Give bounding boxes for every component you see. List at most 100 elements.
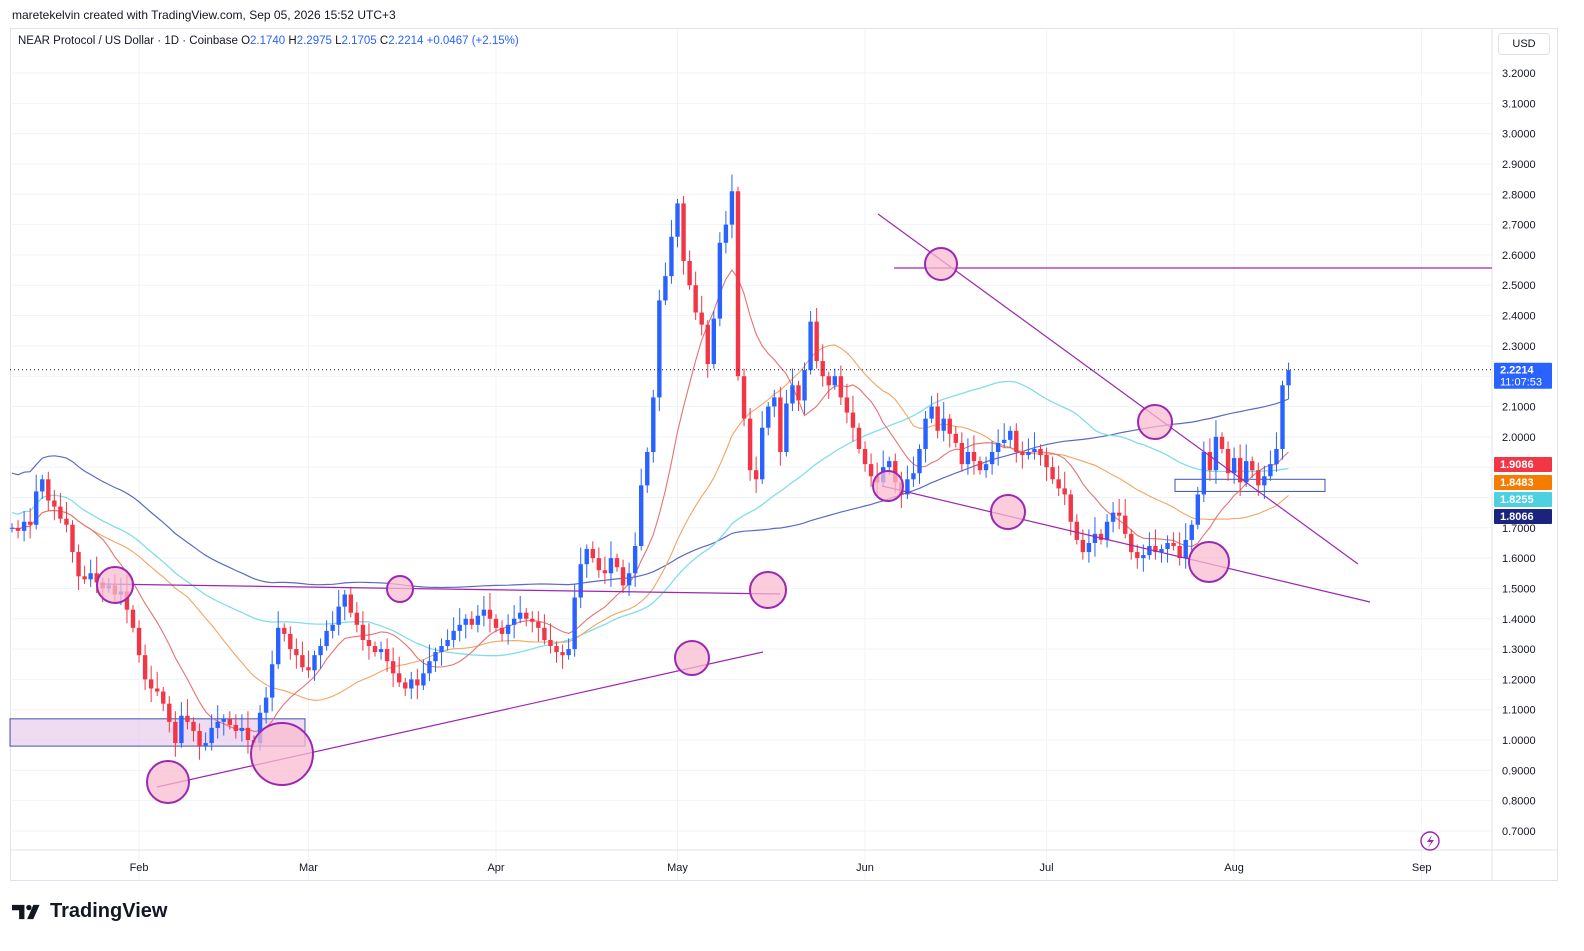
candle-body: [784, 403, 789, 452]
y-tick-label: 1.7000: [1502, 523, 1536, 535]
y-tick-label: 1.3000: [1502, 644, 1536, 656]
candle-body: [487, 609, 493, 619]
candle-body: [257, 712, 263, 744]
candle-body: [209, 727, 214, 744]
descending-trendline: [877, 213, 1359, 565]
candle-body: [941, 418, 946, 431]
pivot-marker-circle: [386, 575, 414, 603]
currency-selector[interactable]: USD: [1498, 33, 1550, 55]
candle-body: [415, 679, 420, 686]
pivot-marker-circle: [924, 247, 958, 281]
candle-body: [1098, 533, 1104, 540]
candle-body: [124, 591, 130, 610]
candle-body: [947, 418, 952, 434]
candle-body: [935, 406, 940, 431]
candle-body: [887, 461, 892, 468]
candle-body: [94, 573, 99, 583]
candle-body: [173, 721, 178, 744]
candle-body: [983, 464, 989, 471]
candle-body: [977, 461, 983, 471]
price-badge-value: 1.8483: [1500, 477, 1534, 489]
y-tick-label: 1.4000: [1502, 614, 1536, 626]
candle-body: [403, 682, 408, 689]
candle-body: [554, 646, 559, 653]
candle-body: [796, 385, 801, 401]
candle-body: [463, 618, 468, 625]
y-tick-label: 1.2000: [1502, 674, 1536, 686]
x-tick-label: Jun: [856, 862, 874, 874]
candle-body: [1195, 494, 1200, 525]
candle-body: [203, 743, 208, 747]
candle-body: [360, 624, 366, 640]
candle-body: [524, 612, 529, 619]
candle-body: [705, 324, 710, 365]
candle-body: [312, 655, 317, 671]
candle-body: [620, 567, 626, 586]
candle-body: [366, 639, 372, 647]
candle-body: [657, 300, 662, 398]
candle-body: [699, 312, 704, 325]
pivot-marker-circle: [1137, 404, 1173, 440]
candle-body: [336, 606, 341, 625]
candle-body: [215, 721, 220, 728]
candle-body: [1147, 545, 1152, 556]
candle-body: [1237, 458, 1243, 483]
ma-line-red: [11, 269, 1289, 732]
candle-body: [233, 724, 239, 731]
descending-support-line: [881, 485, 1371, 603]
candle-body: [995, 442, 1001, 452]
chart-credit: maretekelvin created with TradingView.co…: [12, 8, 396, 22]
ma-line-blue: [11, 398, 1289, 589]
candle-body: [548, 639, 553, 647]
candle-body: [1080, 539, 1086, 553]
candle-body: [1002, 439, 1007, 443]
candle-body: [1225, 448, 1231, 474]
pivot-marker-circle: [674, 640, 710, 676]
candle-body: [40, 479, 45, 492]
low-label: L: [335, 35, 342, 47]
pivot-marker-circle: [96, 566, 134, 604]
candle-body: [530, 618, 535, 622]
candle-body: [409, 679, 414, 689]
candle-body: [1286, 370, 1291, 386]
candle-body: [1044, 455, 1049, 468]
candle-body: [1280, 385, 1285, 449]
candle-body: [239, 727, 245, 731]
flash-bolt-icon: [1427, 835, 1434, 848]
symbol-label[interactable]: NEAR Protocol / US Dollar · 1D · Coinbas…: [18, 35, 238, 47]
candle-body: [1256, 470, 1261, 486]
candle-body: [669, 236, 674, 277]
candle-body: [1092, 533, 1098, 543]
flash-icon: [1420, 831, 1440, 851]
candle-body: [342, 594, 347, 607]
candle-body: [76, 552, 81, 577]
candle-body: [723, 224, 729, 243]
candle-body: [288, 633, 293, 650]
price-badge-value: 1.9086: [1500, 459, 1534, 471]
pivot-marker-circle: [250, 722, 314, 786]
price-badge: [1494, 509, 1552, 524]
candle-body: [1038, 448, 1043, 456]
tradingview-brand: TradingView: [12, 900, 167, 923]
candle-body: [34, 491, 39, 525]
high-label: H: [288, 35, 297, 47]
candle-body: [542, 627, 547, 640]
candle-body: [82, 576, 87, 580]
candle-body: [518, 612, 523, 619]
candle-body: [88, 573, 93, 580]
candle-body: [191, 721, 196, 731]
candle-body: [602, 570, 608, 574]
candle-body: [21, 521, 27, 531]
candle-body: [772, 397, 777, 407]
candle-body: [318, 646, 323, 656]
candle-body: [596, 558, 602, 571]
candle-body: [802, 370, 807, 401]
ma-line-orange: [11, 344, 1289, 701]
candle-body: [1219, 436, 1225, 449]
candle-body: [1159, 549, 1164, 553]
candle-body: [397, 673, 402, 683]
candle-body: [1274, 448, 1279, 465]
candle-body: [838, 376, 844, 398]
candle-body: [1207, 452, 1213, 471]
